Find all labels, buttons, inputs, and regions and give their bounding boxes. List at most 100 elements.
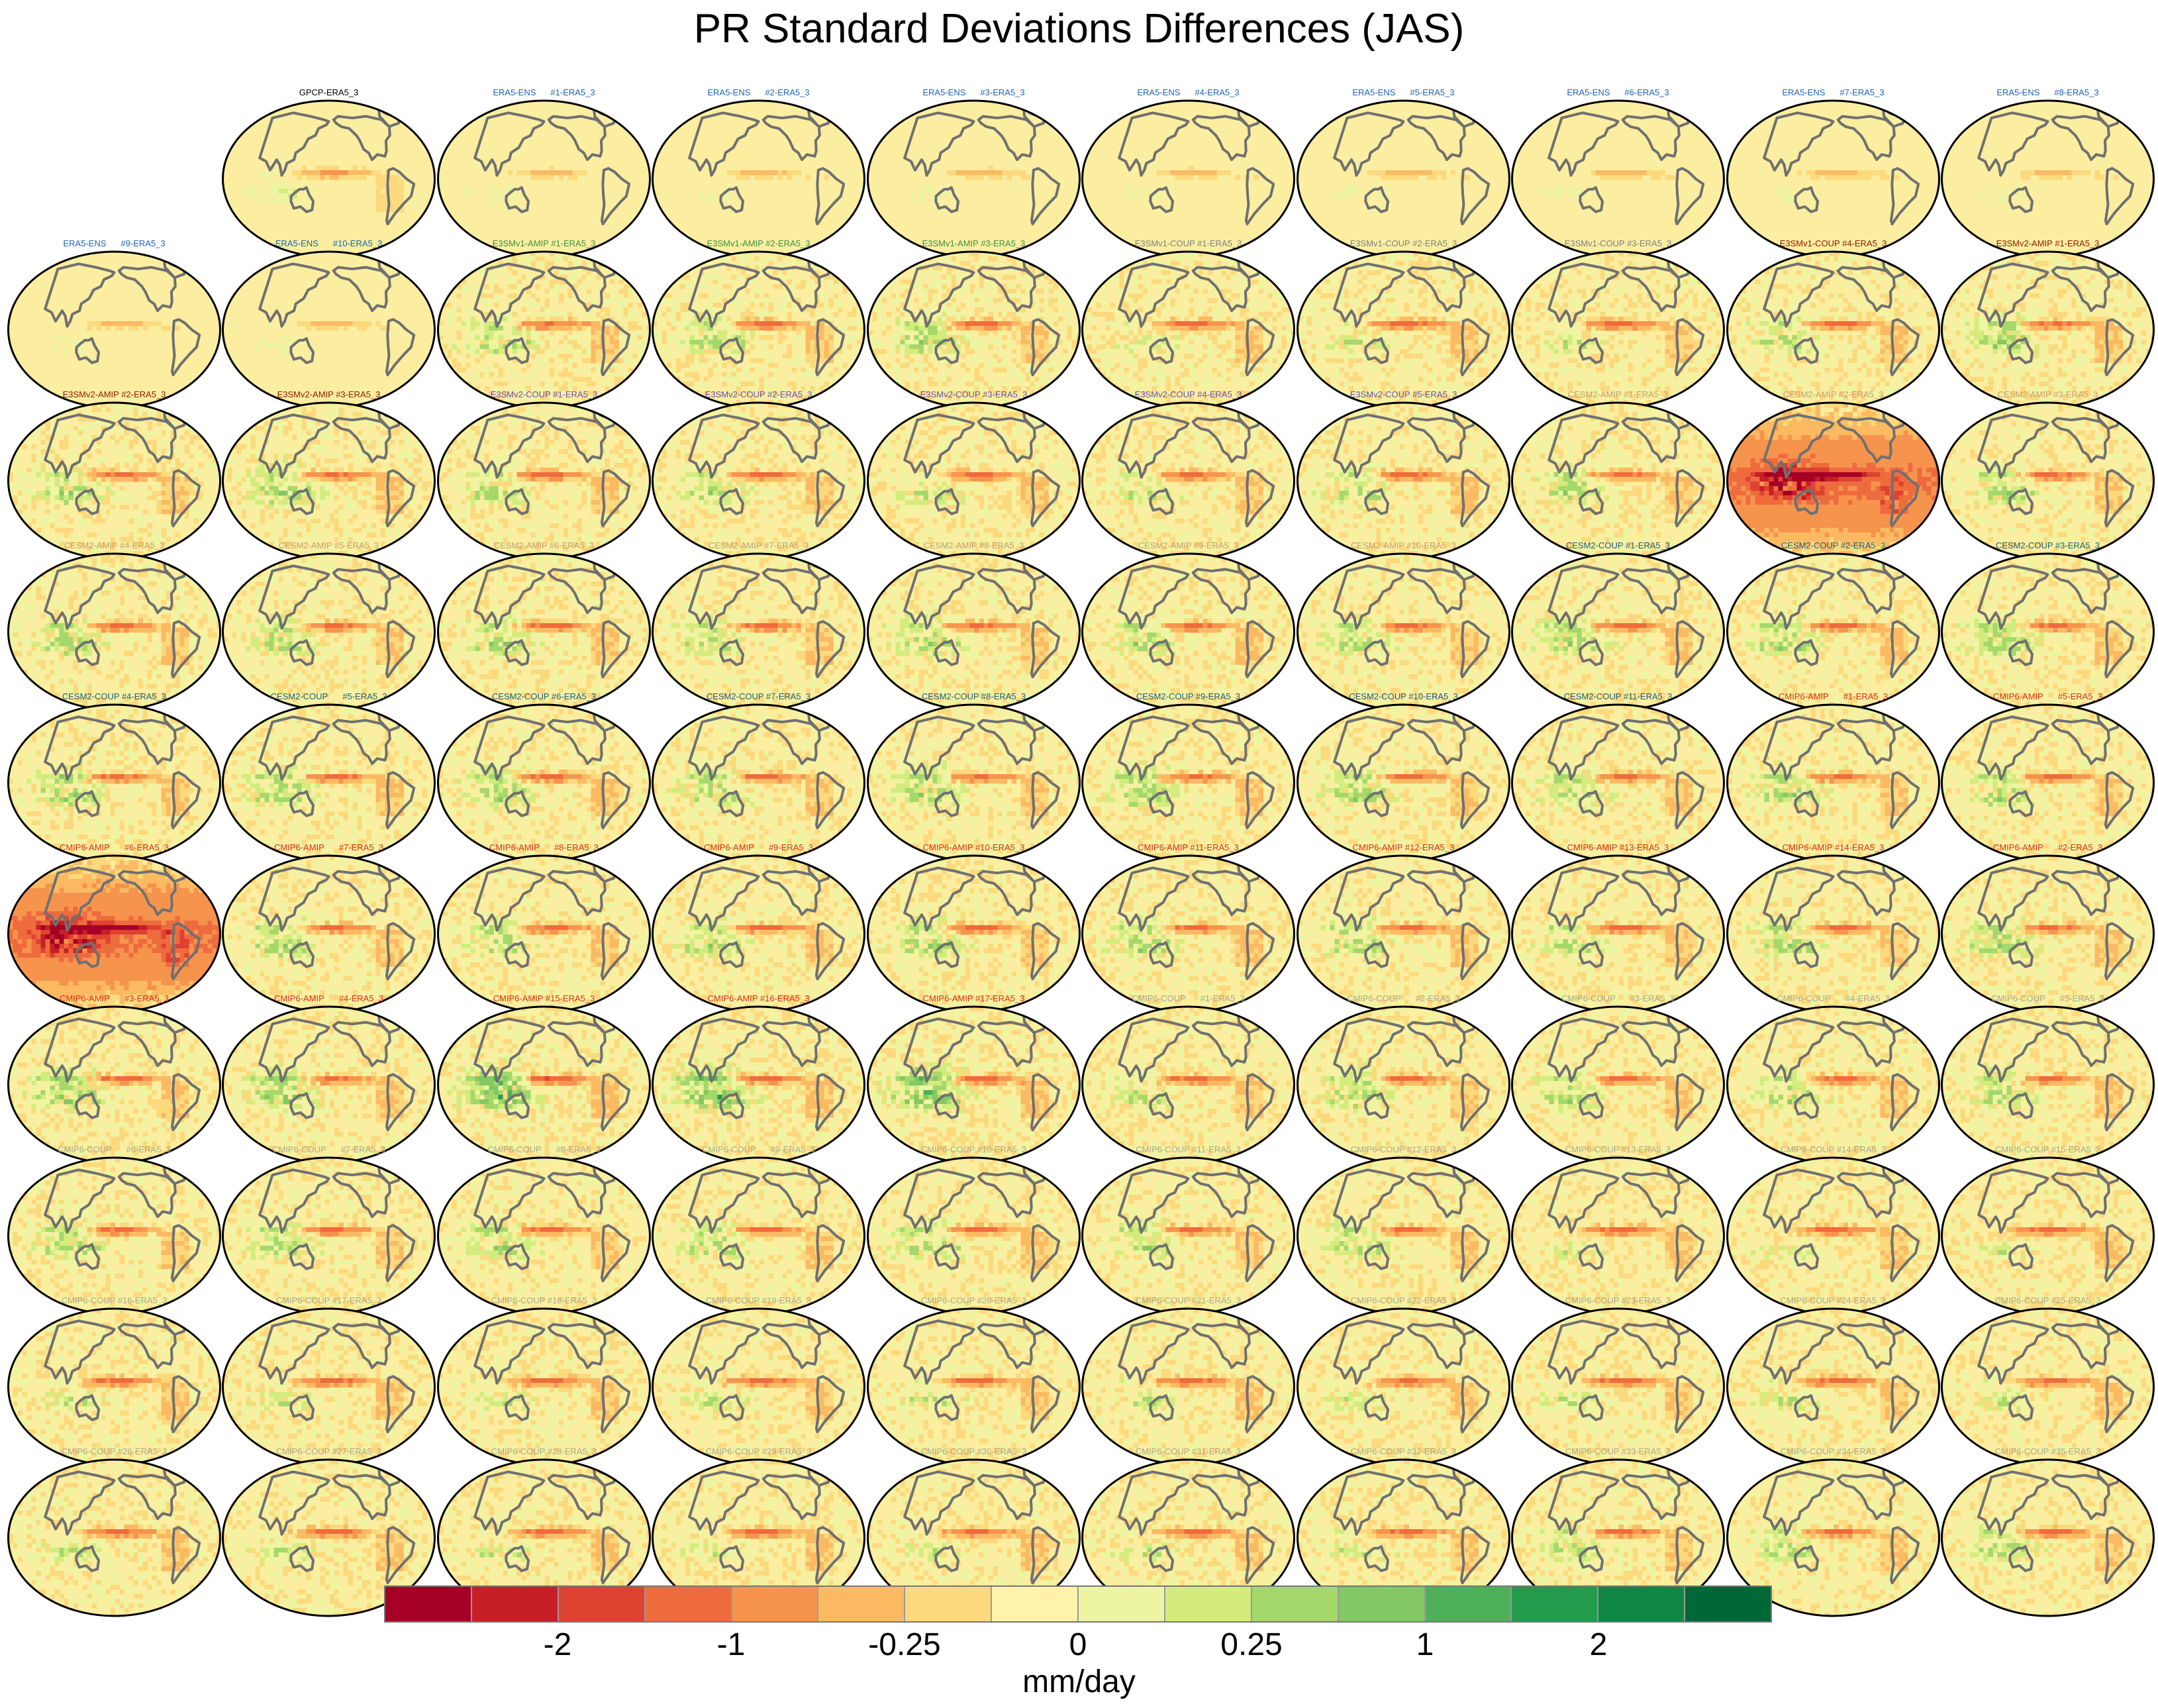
grid-cell (1287, 381, 1292, 387)
grid-cell (975, 354, 980, 359)
grid-cell (1517, 275, 1522, 280)
grid-cell (536, 298, 541, 303)
grid-cell (998, 312, 1003, 317)
grid-cell (956, 317, 961, 322)
grid-cell (1619, 340, 1624, 345)
grid-cell (1203, 317, 1208, 322)
grid-cell (1189, 340, 1195, 345)
grid-cell (760, 279, 765, 285)
grid-cell (489, 372, 495, 377)
grid-cell (713, 349, 718, 354)
grid-cell (1083, 275, 1088, 280)
grid-cell (1208, 354, 1213, 359)
grid-cell (1263, 303, 1269, 308)
grid-cell (1273, 317, 1278, 322)
grid-cell (1605, 261, 1610, 266)
grid-cell (681, 303, 686, 308)
grid-cell (924, 298, 929, 303)
panel-label: E3SMv1-COUP #1-ERA5_3 (1081, 238, 1296, 249)
grid-cell (993, 358, 999, 364)
grid-cell (1040, 298, 1045, 303)
grid-cell (1217, 307, 1222, 313)
grid-cell (741, 340, 746, 345)
grid-cell (522, 307, 527, 313)
grid-cell (115, 321, 121, 327)
grid-cell (653, 252, 658, 257)
map-panel: ERA5-ENS #6-ERA5_3 (1510, 87, 1726, 260)
grid-cell (1451, 312, 1456, 317)
grid-cell (260, 340, 266, 345)
grid-cell (619, 303, 624, 308)
grid-cell (302, 170, 307, 176)
grid-cell (577, 321, 583, 327)
grid-cell (1268, 293, 1273, 299)
grid-cell (471, 321, 476, 327)
grid-cell (531, 335, 536, 340)
grid-cell (1400, 175, 1405, 180)
grid-cell (820, 335, 825, 340)
grid-cell (1689, 293, 1694, 299)
grid-cell (1101, 312, 1106, 317)
grid-cell (1012, 321, 1017, 327)
grid-cell (1106, 326, 1111, 331)
grid-cell (1693, 298, 1698, 303)
grid-cell (1194, 326, 1199, 331)
grid-cell (769, 256, 774, 262)
grid-cell (755, 170, 760, 176)
grid-cell (92, 321, 97, 327)
grid-cell (1679, 307, 1685, 313)
world-map (1726, 98, 1941, 260)
grid-cell (1110, 317, 1116, 322)
grid-cell (975, 321, 980, 327)
grid-cell (824, 381, 830, 387)
grid-cell (1120, 377, 1125, 382)
grid-cell (642, 289, 648, 294)
grid-cell (129, 326, 134, 331)
grid-cell (1610, 317, 1615, 322)
grid-cell (690, 372, 695, 377)
grid-cell (1372, 344, 1377, 350)
grid-cell (531, 330, 536, 336)
grid-cell (1568, 289, 1573, 294)
grid-cell (466, 284, 471, 289)
grid-cell (466, 363, 471, 368)
grid-cell (1465, 344, 1470, 350)
grid-cell (1208, 381, 1213, 387)
grid-cell (1212, 335, 1218, 340)
grid-cell (852, 377, 858, 382)
grid-cell (667, 270, 672, 276)
grid-cell (605, 298, 611, 303)
grid-cell (1092, 317, 1097, 322)
grid-cell (466, 344, 471, 350)
grid-cell (1189, 363, 1195, 368)
grid-cell (1007, 312, 1012, 317)
grid-cell (722, 372, 728, 377)
grid-cell (376, 198, 381, 203)
grid-cell (1536, 326, 1541, 331)
grid-cell (1679, 298, 1685, 303)
grid-cell (1291, 266, 1297, 271)
grid-cell (1335, 193, 1340, 199)
grid-cell (792, 307, 797, 313)
grid-cell (1236, 340, 1241, 345)
grid-cell (750, 312, 756, 317)
grid-cell (1698, 317, 1703, 322)
grid-cell (1212, 289, 1218, 294)
grid-cell (568, 256, 573, 262)
grid-cell (1007, 289, 1012, 294)
grid-cell (1689, 279, 1694, 285)
grid-cell (596, 330, 601, 336)
grid-cell (1259, 289, 1264, 294)
map-panel: E3SMv1-AMIP #3-ERA5_3 (866, 238, 1081, 411)
grid-cell (1853, 175, 1858, 180)
grid-cell (961, 326, 966, 331)
grid-cell (642, 261, 648, 266)
grid-cell (993, 354, 999, 359)
grid-cell (1716, 252, 1722, 257)
grid-cell (1409, 256, 1414, 262)
grid-cell (1428, 170, 1433, 176)
grid-cell (1282, 335, 1287, 340)
grid-cell (1157, 326, 1162, 331)
grid-cell (1358, 326, 1363, 331)
grid-cell (1138, 293, 1144, 299)
